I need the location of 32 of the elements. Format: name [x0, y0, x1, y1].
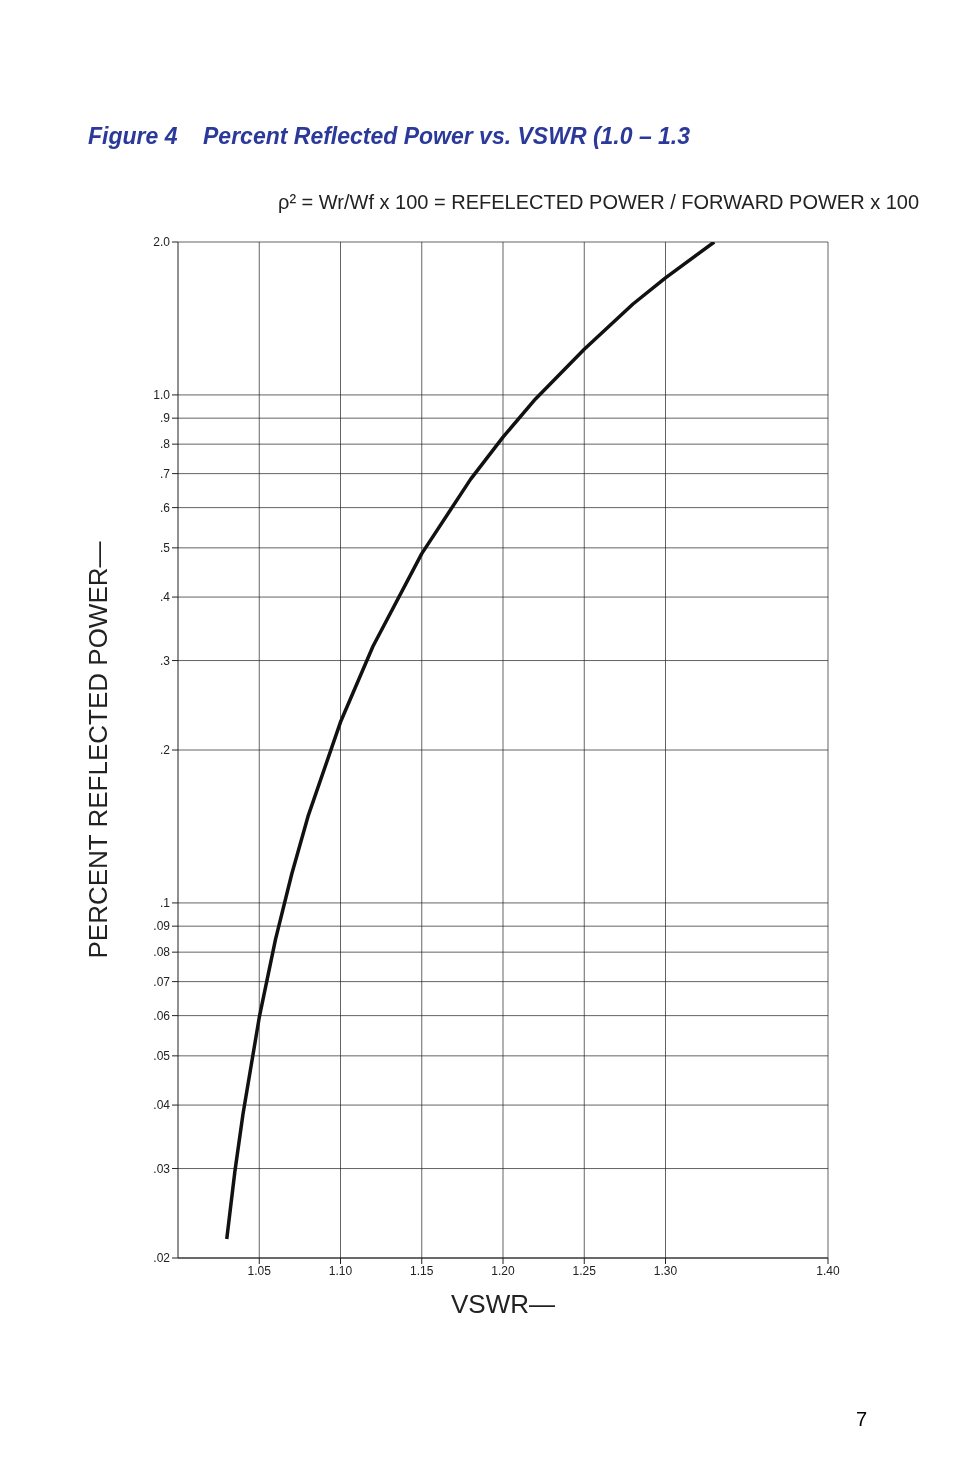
y-tick-label: .3	[159, 653, 171, 668]
y-tick-label: .2	[159, 743, 171, 758]
y-tick-label: .1	[159, 896, 171, 911]
y-tick-label: 2.0	[153, 235, 171, 250]
x-axis-title: VSWR—	[451, 1289, 555, 1319]
y-tick-label: .7	[159, 466, 171, 481]
y-tick-label: .04	[153, 1098, 171, 1113]
y-tick-label: .08	[153, 945, 171, 960]
x-tick-label: 1.10	[328, 1263, 353, 1278]
y-tick-label: .4	[159, 590, 171, 605]
x-tick-label: 1.30	[653, 1263, 678, 1278]
y-tick-label: .02	[153, 1251, 171, 1266]
y-tick-label: .05	[153, 1049, 171, 1064]
y-tick-label: .6	[159, 500, 171, 515]
y-tick-label: .07	[153, 974, 171, 989]
chart-title: Figure 4 Percent Reflected Power vs. VSWR (1.0 – 1.3	[88, 123, 691, 150]
x-tick-label: 1.05	[247, 1263, 272, 1278]
y-tick-label: 1.0	[153, 388, 171, 403]
y-axis-title: PERCENT REFLECTED POWER—	[83, 541, 114, 959]
line-series	[225, 242, 716, 1241]
y-tick-label: .06	[153, 1008, 171, 1023]
y-tick-label: .5	[159, 541, 171, 556]
y-tick-label: .8	[159, 437, 171, 452]
text: ρ² = Wr/Wf x 100 = REFELECTED POWER / FORWARD POWER x 100	[278, 191, 920, 214]
x-tick-label: 1.20	[491, 1263, 515, 1278]
text: 7	[856, 1408, 868, 1431]
y-tick-label: .9	[159, 411, 171, 426]
y-tick-label: .09	[153, 919, 171, 934]
x-tick-label: 1.40	[816, 1263, 840, 1278]
y-tick-label: .03	[153, 1161, 171, 1176]
x-tick-label: 1.15	[410, 1263, 434, 1278]
x-tick-label: 1.25	[572, 1263, 597, 1278]
